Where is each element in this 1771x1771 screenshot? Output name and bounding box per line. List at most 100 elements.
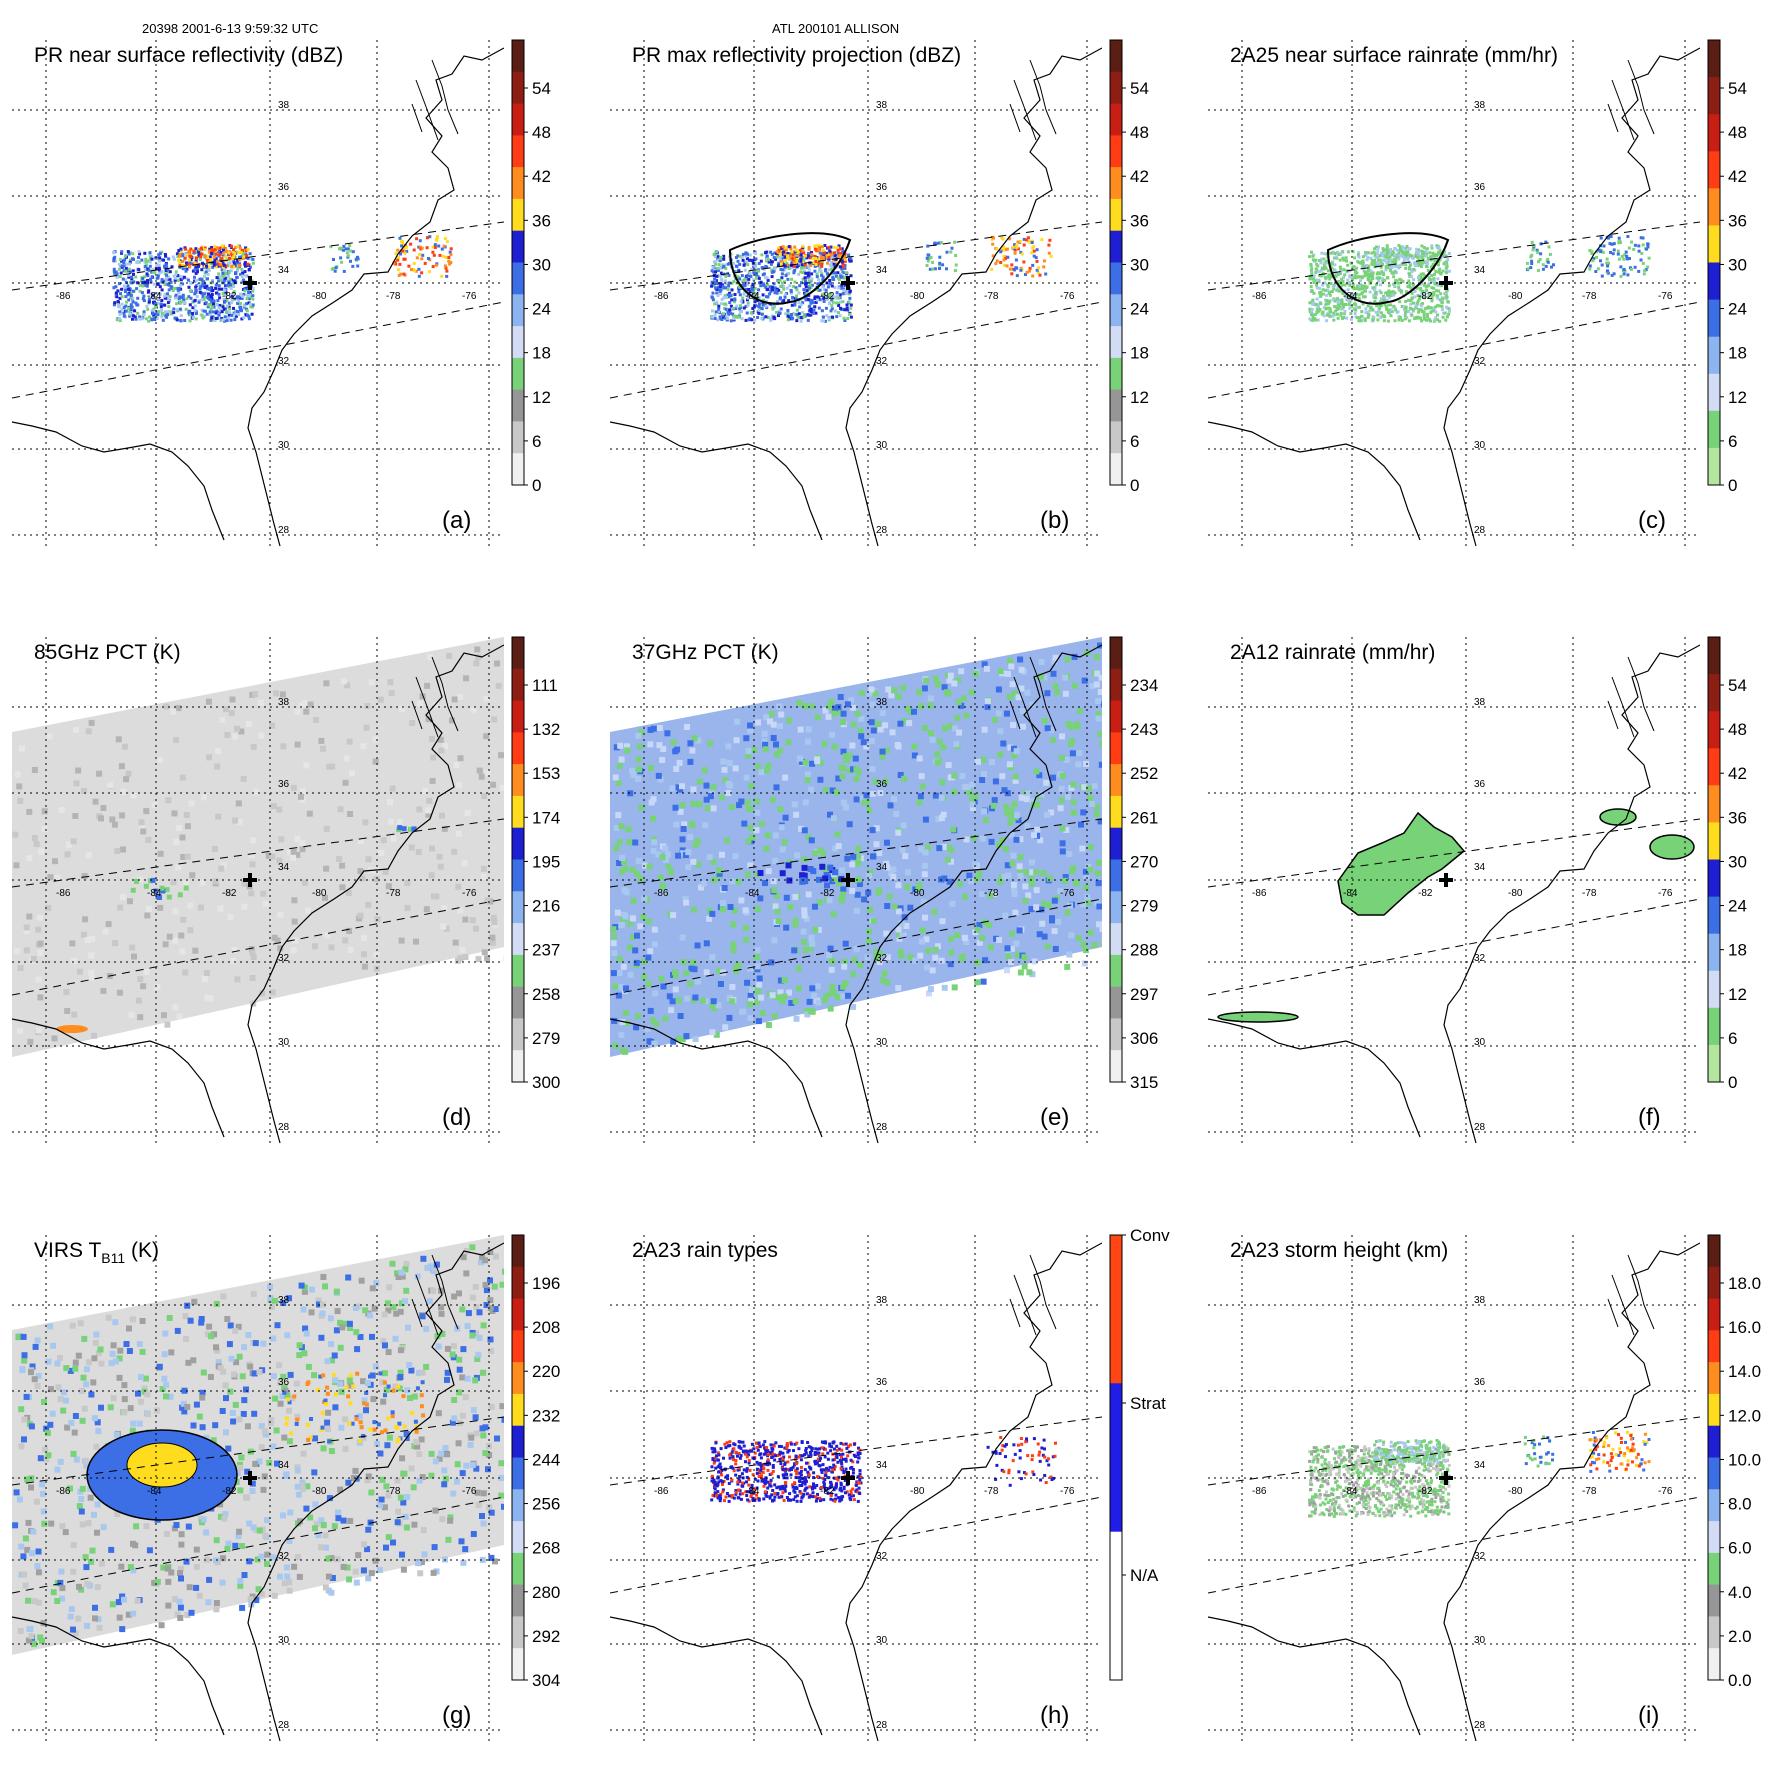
brightness-pixel <box>362 819 369 826</box>
brightness-pixel <box>808 934 815 941</box>
rain-cell <box>131 309 135 313</box>
rain-cell <box>191 269 195 273</box>
brightness-pixel <box>625 826 632 833</box>
brightness-pixel <box>205 698 212 705</box>
rain-cell <box>243 304 247 308</box>
ice-scatter <box>153 888 159 894</box>
rain-cell-east <box>1623 253 1627 257</box>
rain-cell <box>840 275 844 278</box>
rain-cell <box>1339 311 1343 315</box>
brightness-pixel <box>925 844 932 851</box>
rain-core <box>1394 265 1398 268</box>
rain-cell <box>251 287 255 291</box>
rain-core <box>213 248 217 252</box>
brightness-pixel <box>889 729 896 736</box>
rain-core <box>232 265 236 269</box>
lat-label: 34 <box>278 265 290 276</box>
rain-cell <box>148 256 152 260</box>
rain-cell <box>1310 272 1314 276</box>
rain-cell <box>816 289 820 292</box>
brightness-pixel <box>118 763 125 770</box>
rain-cell-east <box>1617 257 1621 261</box>
rain-cell <box>1340 250 1344 254</box>
brightness-pixel <box>830 815 837 822</box>
rain-cell <box>155 276 159 280</box>
rain-cell <box>833 309 837 313</box>
rain-cell <box>1342 268 1346 272</box>
rain-core <box>1415 247 1419 251</box>
brightness-pixel <box>1022 883 1029 890</box>
rain-cell <box>163 292 167 296</box>
rain-cell <box>808 283 812 287</box>
brightness-pixel <box>17 965 24 971</box>
brightness-pixel <box>875 721 881 727</box>
brightness-pixel <box>932 946 939 953</box>
rain-cell <box>112 267 116 271</box>
brightness-pixel <box>1007 744 1014 751</box>
rain-cell-coast <box>954 263 958 267</box>
rain-cell <box>1412 301 1415 305</box>
rain-cell <box>156 297 160 301</box>
rain-cell-east <box>410 268 413 272</box>
rain-cell <box>815 275 819 279</box>
rain-cell <box>1410 313 1414 317</box>
rain-cell <box>805 281 808 285</box>
rain-cell <box>174 296 178 300</box>
rain-cell <box>133 315 137 319</box>
rain-cell <box>775 310 779 314</box>
colorbar-tick-label: 30 <box>532 255 551 274</box>
brightness-pixel <box>277 945 284 952</box>
brightness-pixel <box>620 917 627 923</box>
rain-cell <box>150 309 154 313</box>
rain-cell <box>806 313 810 317</box>
rain-cell <box>794 297 798 301</box>
rain-cell <box>1415 301 1419 305</box>
rain-cell <box>129 291 133 295</box>
rain-cell <box>757 276 761 280</box>
rain-cell-east <box>1606 236 1610 240</box>
rain-cell <box>757 305 761 308</box>
rain-core <box>1381 254 1385 257</box>
rain-cell <box>1350 275 1354 279</box>
brightness-pixel <box>613 845 620 852</box>
brightness-pixel <box>357 838 364 845</box>
colorbar-swatch <box>512 453 524 486</box>
rain-cell <box>1413 289 1417 293</box>
rain-cell <box>208 312 212 316</box>
brightness-pixel <box>429 735 435 742</box>
rain-cell <box>168 277 172 281</box>
rain-cell <box>144 317 148 321</box>
rain-cell <box>237 313 240 316</box>
brightness-pixel <box>252 691 259 698</box>
brightness-pixel <box>722 777 729 783</box>
rain-cell <box>155 292 159 295</box>
brightness-pixel <box>640 914 647 921</box>
rain-cell <box>1443 311 1447 315</box>
rain-core <box>1376 248 1380 252</box>
rain-cell-east <box>440 274 444 278</box>
rain-cell <box>138 289 142 293</box>
rain-cell <box>799 270 803 274</box>
rain-cell <box>734 307 738 310</box>
brightness-pixel <box>969 805 976 811</box>
brightness-pixel <box>619 868 625 875</box>
rain-cell <box>127 298 131 302</box>
rain-cell <box>801 311 805 315</box>
brightness-pixel <box>1003 804 1010 810</box>
rain-cell-coast <box>953 269 957 272</box>
rain-cell <box>1403 317 1407 321</box>
brightness-pixel <box>679 934 686 941</box>
brightness-pixel <box>1095 711 1102 718</box>
brightness-pixel <box>765 868 772 875</box>
brightness-pixel <box>277 953 284 960</box>
rain-cell <box>1417 316 1421 319</box>
rain-cell <box>715 250 718 254</box>
rain-cell <box>1308 301 1312 305</box>
rain-cell <box>154 302 158 306</box>
rain-cell <box>1386 262 1390 266</box>
rain-cell <box>759 259 763 263</box>
rain-cell <box>151 296 155 300</box>
brightness-pixel <box>748 783 755 789</box>
rain-cell <box>209 307 213 311</box>
